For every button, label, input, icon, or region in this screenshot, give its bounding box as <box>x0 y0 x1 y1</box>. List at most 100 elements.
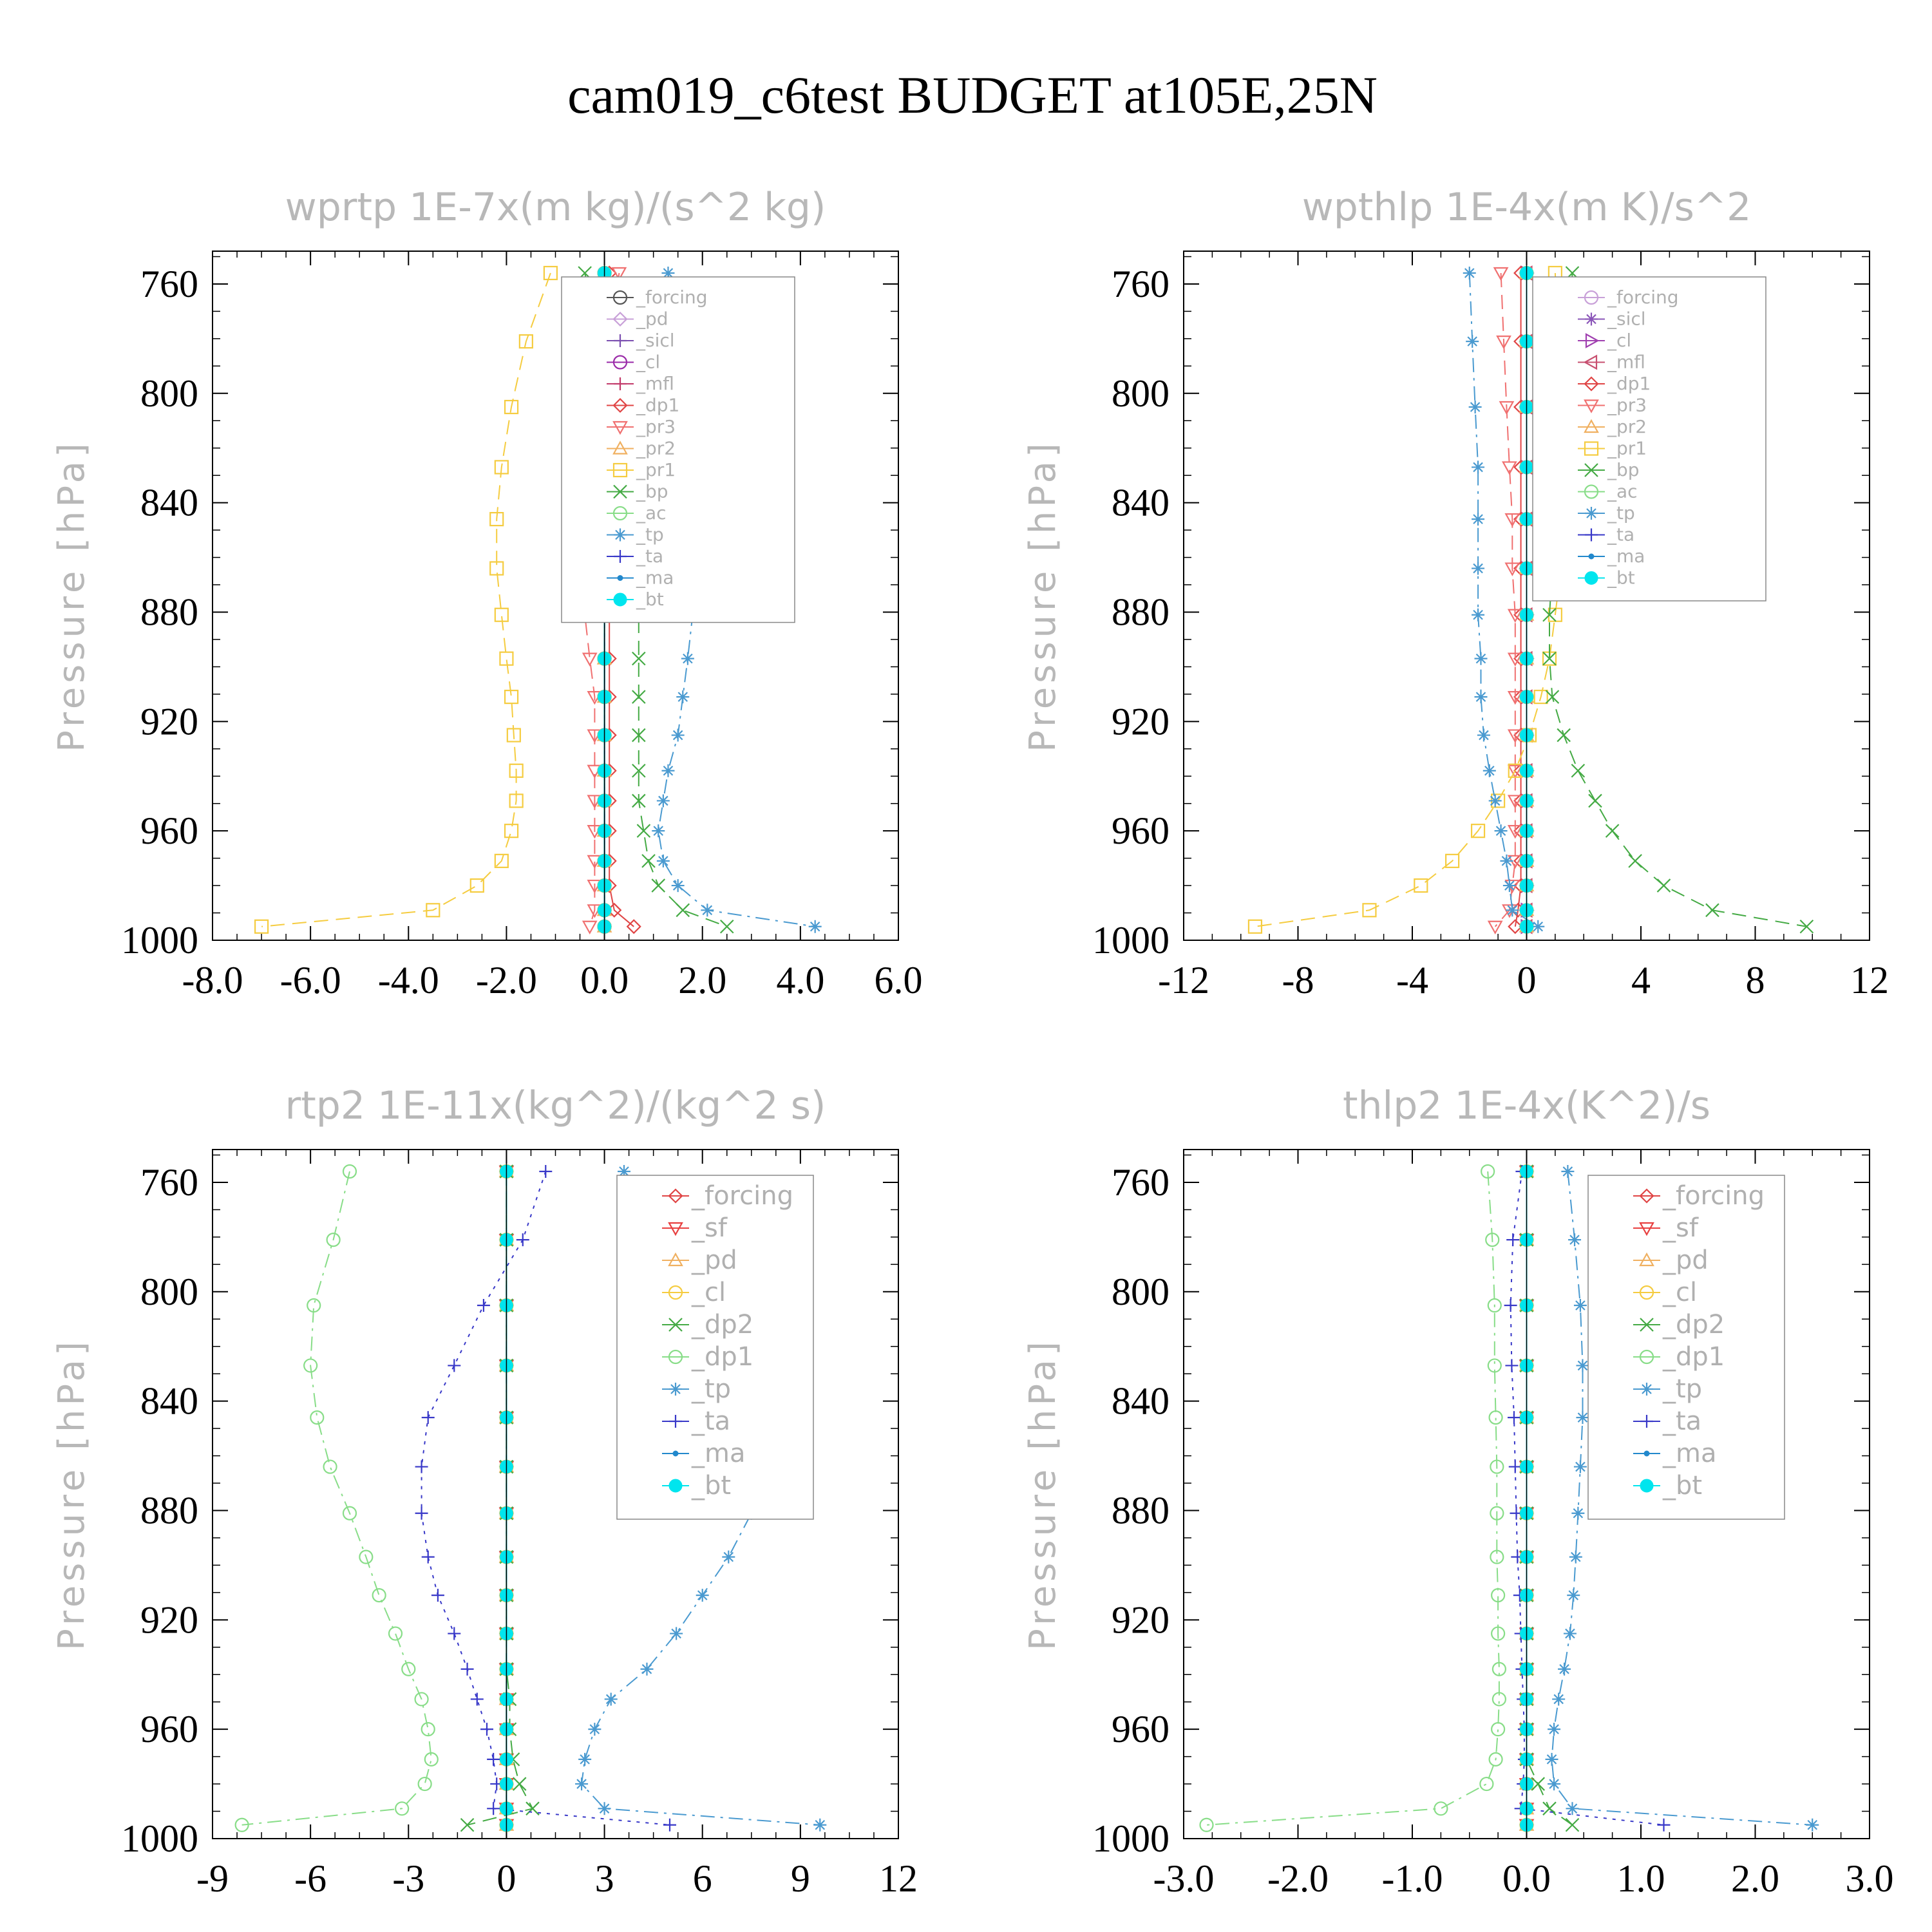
legend-box <box>1587 1175 1785 1520</box>
data-point <box>632 651 646 666</box>
legend-label: _pr3 <box>636 416 676 437</box>
x-tick-label: 12 <box>1850 959 1889 1001</box>
data-point <box>539 1164 553 1178</box>
legend-label: _bp <box>1607 459 1640 480</box>
data-point <box>1472 460 1485 474</box>
y-tick-label: 960 <box>1112 1708 1170 1750</box>
data-point <box>1542 651 1557 666</box>
data-point <box>415 1506 428 1520</box>
y-tick-label: 760 <box>1112 263 1170 305</box>
x-tick-label: -9 <box>196 1857 229 1900</box>
data-point <box>303 1358 318 1373</box>
data-point <box>1542 607 1557 622</box>
legend-marker <box>668 1285 683 1300</box>
data-point <box>323 1459 337 1474</box>
y-axis-label: Pressure [hPa] <box>1022 1338 1064 1651</box>
data-point <box>1566 1802 1579 1815</box>
x-tick-label: 9 <box>791 1857 810 1900</box>
legend-label: _ta <box>1662 1406 1701 1436</box>
legend: _forcing_pd_sicl_cl_mfl_dp1_pr3_pr2_pr1_… <box>561 276 795 623</box>
data-point <box>582 920 598 935</box>
data-point <box>543 265 558 281</box>
data-point <box>1199 1817 1214 1832</box>
x-tick-label: 6 <box>693 1857 712 1900</box>
data-point <box>310 1410 325 1425</box>
data-point <box>1552 1692 1566 1706</box>
data-point <box>1488 794 1502 808</box>
x-tick-label: -3.0 <box>1153 1857 1215 1900</box>
data-point <box>414 1692 429 1707</box>
legend-label: _cl <box>636 352 660 373</box>
legend: _forcing_sf_pd _cl _dp2_dp1_tp_ta _ma _bt <box>616 1175 814 1520</box>
legend-label: _pd <box>691 1245 737 1275</box>
legend-marker <box>668 1318 683 1332</box>
legend-marker <box>614 377 627 390</box>
data-point <box>1492 1692 1506 1707</box>
y-tick-label: 840 <box>140 482 198 524</box>
data-point <box>1481 1164 1495 1179</box>
data-point <box>656 794 670 808</box>
data-point <box>1507 609 1523 623</box>
legend-label: _ac <box>636 502 667 524</box>
data-point <box>1656 878 1671 893</box>
legend-label: _pd <box>1662 1245 1709 1275</box>
data-point <box>656 854 670 867</box>
y-tick-label: 880 <box>1112 591 1170 633</box>
data-point <box>1567 1589 1580 1602</box>
data-point <box>460 1817 475 1832</box>
legend-marker <box>1588 553 1595 560</box>
x-tick-label: -3 <box>392 1857 424 1900</box>
legend-marker <box>668 1479 683 1493</box>
data-point <box>632 793 646 808</box>
data-point <box>1507 691 1523 705</box>
legend-marker <box>612 421 628 435</box>
data-point <box>1490 1506 1504 1520</box>
y-tick-label: 840 <box>140 1380 198 1423</box>
x-tick-label: 2.0 <box>678 959 726 1001</box>
x-tick-label: -6.0 <box>280 959 341 1001</box>
legend-label: _ta <box>691 1406 730 1436</box>
legend-label: _ma <box>1607 545 1645 567</box>
y-tick-label: 760 <box>140 1161 198 1204</box>
legend-label: _tp <box>1607 502 1635 524</box>
data-point <box>1545 690 1560 704</box>
data-point <box>1487 920 1503 935</box>
x-tick-label: -8 <box>1282 959 1314 1001</box>
data-point <box>1507 825 1523 839</box>
legend-marker <box>1585 312 1598 326</box>
y-tick-label: 920 <box>1112 700 1170 743</box>
legend-marker <box>612 290 628 305</box>
legend-marker <box>668 1349 683 1365</box>
data-point <box>1565 1817 1580 1832</box>
legend-marker <box>668 1222 683 1236</box>
data-point <box>487 1802 500 1815</box>
data-point <box>526 1801 540 1816</box>
data-point <box>1507 729 1523 743</box>
data-point <box>676 903 690 918</box>
x-tick-label: 4.0 <box>776 959 824 1001</box>
legend-label: _pr1 <box>636 459 676 480</box>
legend-marker <box>1640 1479 1654 1493</box>
x-tick-label: -1.0 <box>1382 1857 1443 1900</box>
series-line <box>1468 272 1539 927</box>
legend-marker <box>617 575 623 581</box>
legend-marker <box>668 1188 683 1204</box>
data-point <box>1507 795 1523 809</box>
panel-2: wpthlp 1E-4x(m K)/s^2 Pressure [hPa] -12 -8… <box>1022 185 1889 1001</box>
legend-label: _bt <box>1662 1471 1702 1501</box>
data-point <box>1502 461 1517 475</box>
data-point <box>1571 763 1586 778</box>
figure-title: cam019_c6test BUDGET at105E,25N <box>567 66 1378 124</box>
panel-title: wprtp 1E-7x(m kg)/(s^2 kg) <box>285 185 826 230</box>
y-tick-label: 960 <box>140 1708 198 1750</box>
data-point <box>424 1752 439 1766</box>
data-point <box>431 1589 444 1602</box>
data-point <box>640 1662 654 1676</box>
legend-marker <box>1584 571 1598 585</box>
legend-label: _forcing <box>1662 1181 1765 1211</box>
data-point <box>480 1723 493 1736</box>
legend-label: _pr2 <box>1607 416 1647 437</box>
data-point <box>1466 335 1479 348</box>
data-point <box>604 1692 618 1706</box>
legend-marker <box>614 528 627 542</box>
